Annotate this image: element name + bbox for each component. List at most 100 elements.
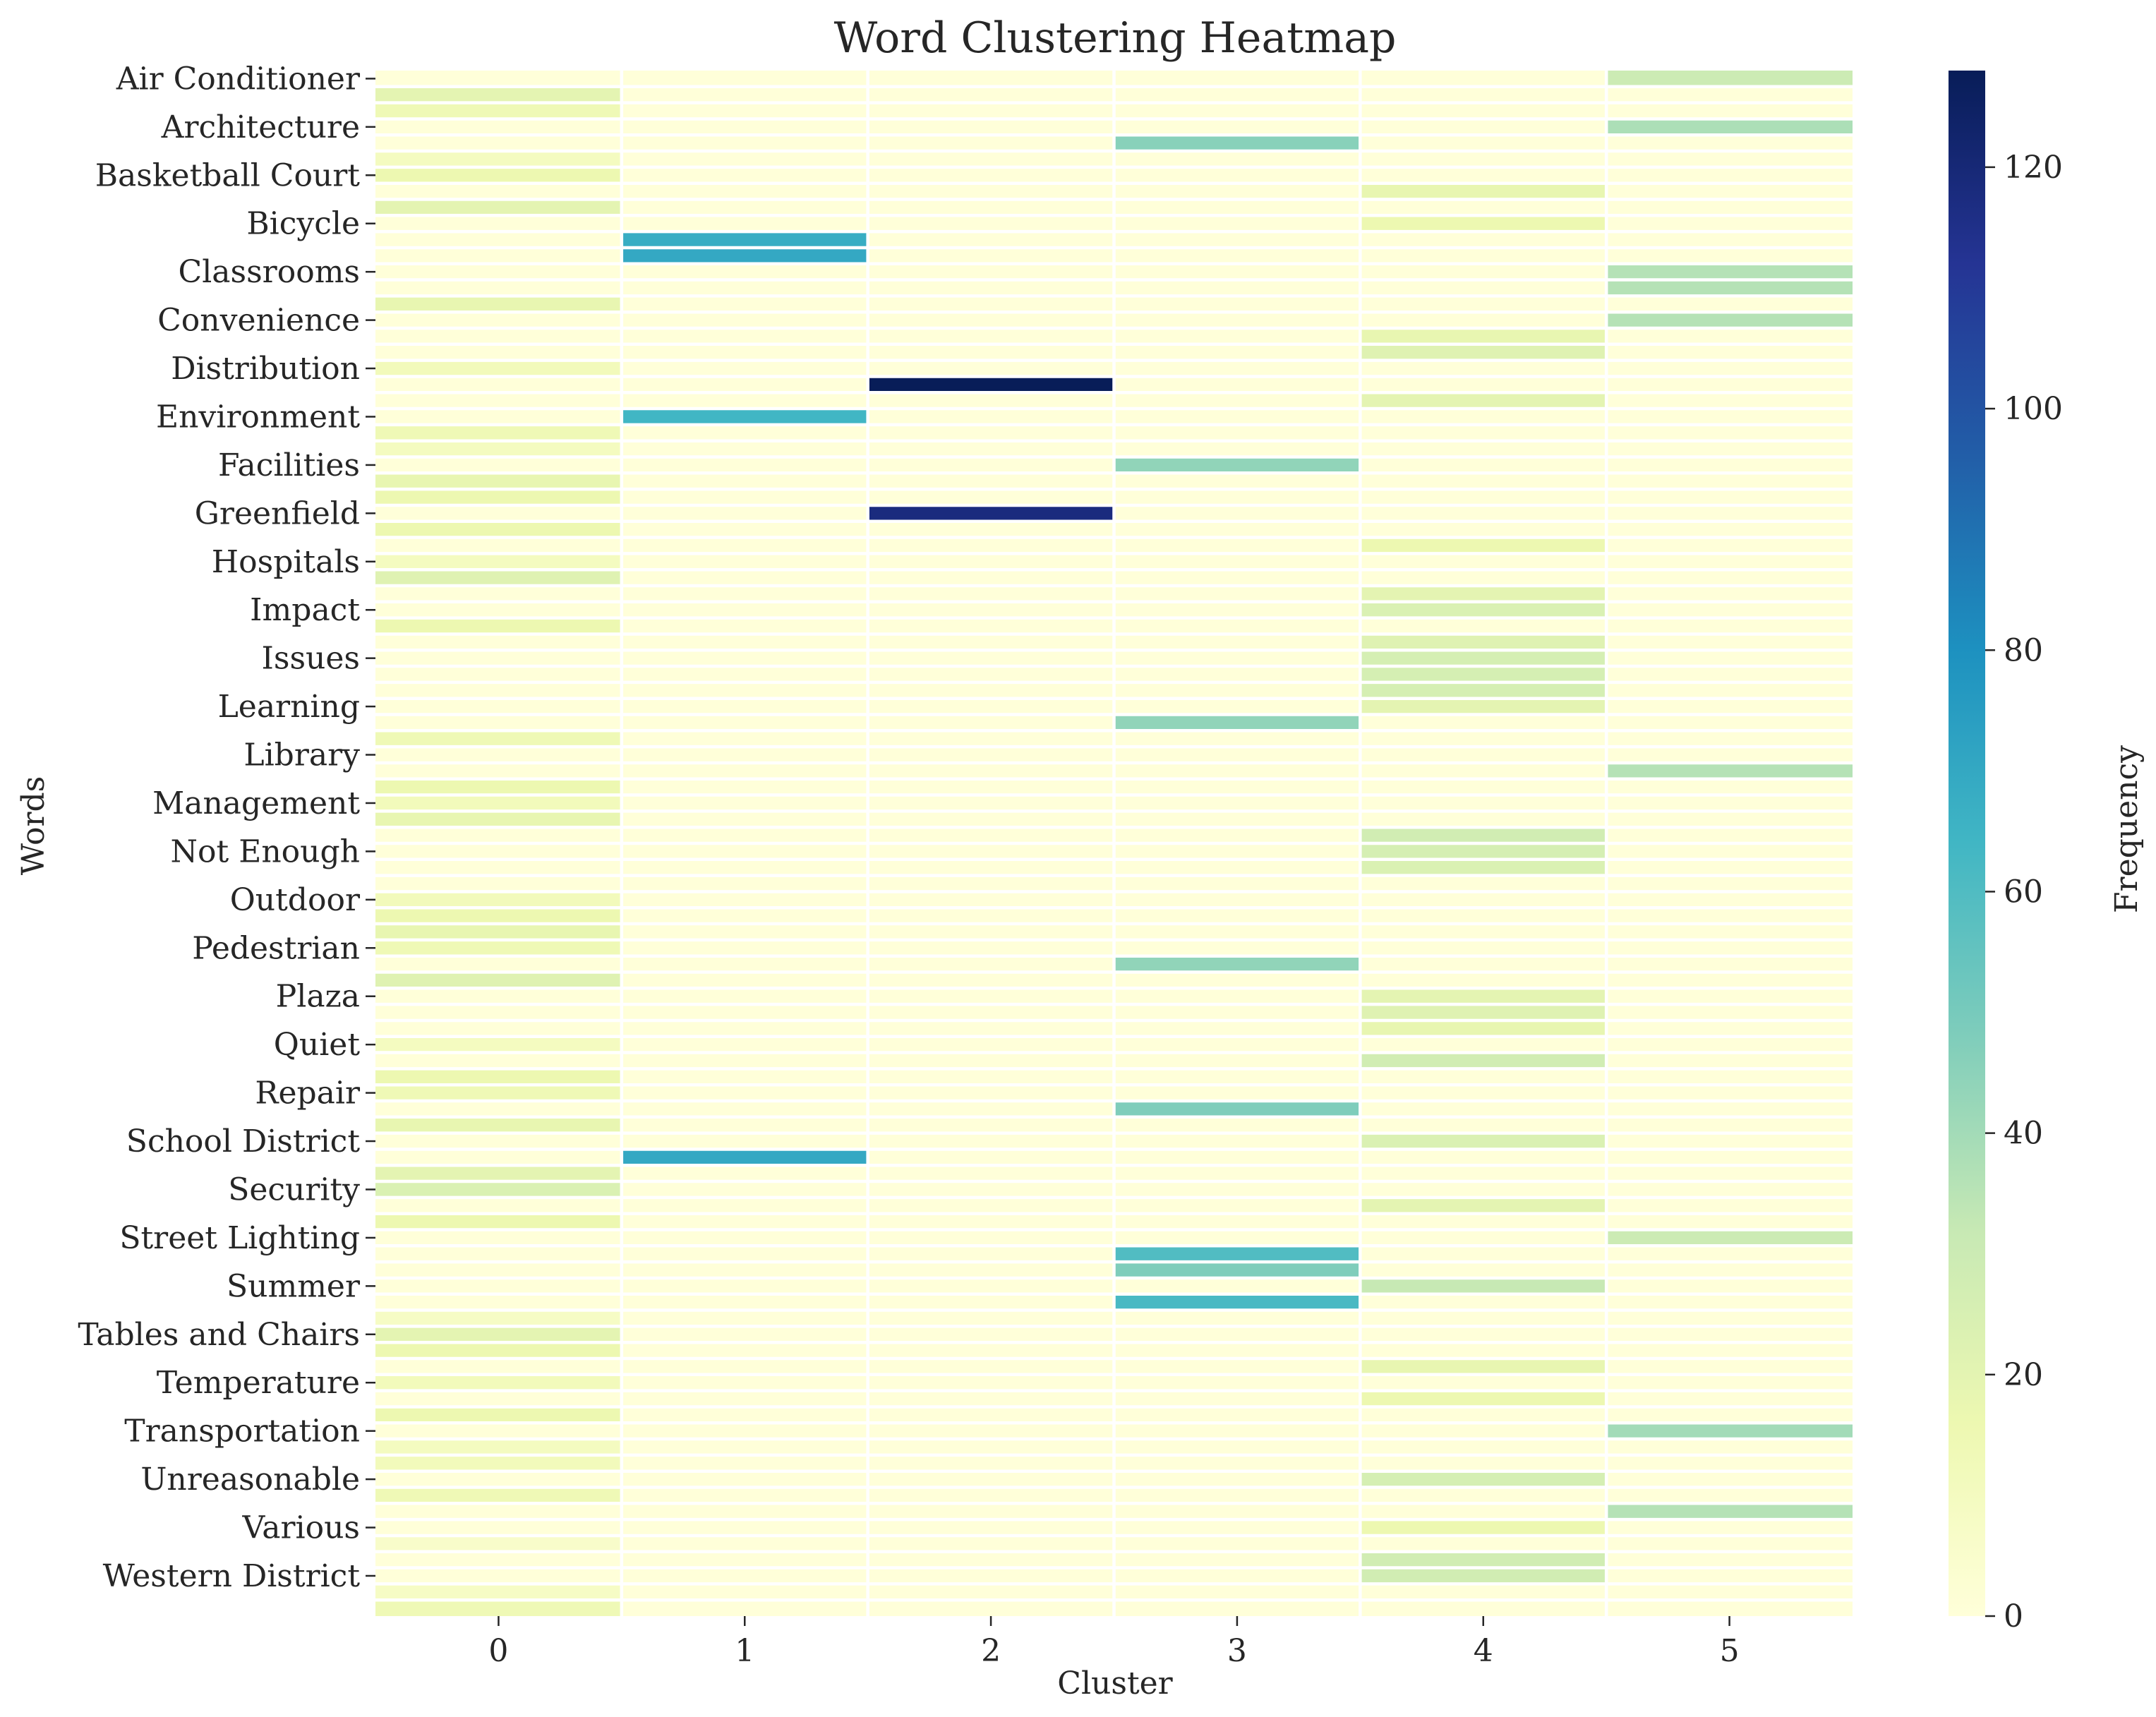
heatmap-cell (1114, 698, 1361, 715)
heatmap-cell (867, 505, 1114, 522)
colorbar-label: Frequency (2109, 745, 2145, 913)
heatmap-cell (375, 1165, 622, 1182)
heatmap-cell (867, 376, 1114, 393)
heatmap-cell (1114, 988, 1361, 1005)
heatmap-cell (867, 1358, 1114, 1375)
heatmap-cell (1606, 1036, 1853, 1053)
heatmap-cell (1114, 1052, 1361, 1069)
heatmap-cell (867, 1004, 1114, 1020)
heatmap-cell (1360, 263, 1607, 280)
heatmap-cell (1114, 1406, 1361, 1423)
heatmap-cell (1114, 553, 1361, 570)
heatmap-cell (1114, 1101, 1361, 1117)
heatmap-cell (375, 714, 622, 731)
heatmap-cell (1360, 1068, 1607, 1085)
heatmap-cell (621, 1326, 868, 1343)
heatmap-cell (621, 231, 868, 248)
heatmap-cell (1360, 908, 1607, 924)
heatmap-cell (1606, 247, 1853, 264)
y-tick-label: Basketball Court (95, 157, 361, 193)
heatmap-cell (867, 296, 1114, 313)
heatmap-cell (867, 924, 1114, 940)
heatmap-cell (375, 1101, 622, 1117)
heatmap-cell (867, 279, 1114, 296)
heatmap-cell (1606, 119, 1853, 135)
heatmap-cell (621, 537, 868, 554)
heatmap-cell (1360, 859, 1607, 876)
heatmap-cell (1360, 1390, 1607, 1407)
heatmap-cell (621, 71, 868, 87)
heatmap-cell (621, 762, 868, 779)
heatmap-cell (1360, 1358, 1607, 1375)
heatmap-cell (375, 376, 622, 393)
heatmap-cell (621, 151, 868, 167)
heatmap-cell (1606, 1197, 1853, 1214)
heatmap-cell (1114, 747, 1361, 763)
heatmap-cell (1360, 71, 1607, 87)
heatmap-cell (621, 778, 868, 795)
heatmap-cell (1114, 1600, 1361, 1616)
heatmap-cell (621, 1342, 868, 1358)
heatmap-cell (621, 1600, 868, 1616)
heatmap-cell (1360, 1197, 1607, 1214)
heatmap-cell (375, 360, 622, 377)
heatmap-cell (1360, 473, 1607, 490)
heatmap-cell (375, 1535, 622, 1552)
heatmap-cell (1606, 1149, 1853, 1166)
heatmap-cell (375, 521, 622, 538)
heatmap-cell (867, 1229, 1114, 1246)
heatmap-cell (867, 135, 1114, 152)
heatmap-cell (1360, 1181, 1607, 1198)
heatmap-cell (621, 1133, 868, 1150)
heatmap-cell (375, 457, 622, 474)
heatmap-cell (375, 1310, 622, 1327)
y-tick-label: Distribution (171, 351, 360, 387)
heatmap-cell (1114, 1358, 1361, 1375)
heatmap-cell (1360, 924, 1607, 940)
heatmap-cell (621, 1551, 868, 1568)
heatmap-cell (867, 875, 1114, 892)
heatmap-cell (1606, 859, 1853, 876)
heatmap-cell (867, 1471, 1114, 1488)
heatmap-cell (375, 537, 622, 554)
heatmap-cell (1114, 1423, 1361, 1440)
heatmap-cell (867, 730, 1114, 747)
heatmap-cell (375, 102, 622, 119)
y-tick-label: Transportation (124, 1414, 360, 1450)
heatmap-cell (1360, 682, 1607, 699)
heatmap-cell (621, 617, 868, 634)
heatmap-cell (375, 183, 622, 200)
heatmap-cell (1360, 151, 1607, 167)
heatmap-cell (1114, 392, 1361, 409)
heatmap-cell (1606, 296, 1853, 313)
heatmap-cell (1606, 682, 1853, 699)
x-tick-label: 0 (488, 1633, 508, 1669)
colorbar-tick-label: 0 (2004, 1598, 2023, 1634)
heatmap-cell (1606, 537, 1853, 554)
heatmap-cell (1360, 843, 1607, 860)
heatmap-cell (1360, 1310, 1607, 1327)
heatmap-cell (621, 747, 868, 763)
heatmap-cell (1360, 1326, 1607, 1343)
heatmap-cell (1360, 392, 1607, 409)
heatmap-cell (375, 650, 622, 667)
heatmap-cell (621, 1519, 868, 1536)
heatmap-cell (375, 1181, 622, 1198)
heatmap-cell (1606, 843, 1853, 860)
heatmap-cell (375, 972, 622, 989)
heatmap-cell (867, 1551, 1114, 1568)
heatmap-cell (621, 1503, 868, 1520)
heatmap-cell (1360, 795, 1607, 812)
heatmap-cell (375, 908, 622, 924)
heatmap-cell (1606, 714, 1853, 731)
heatmap-cell (621, 86, 868, 103)
y-tick-label: Quiet (274, 1027, 361, 1063)
heatmap-cell (1114, 586, 1361, 602)
heatmap-cell (1360, 199, 1607, 216)
heatmap-cell (1114, 859, 1361, 876)
heatmap-cell (867, 1101, 1114, 1117)
heatmap-cell (621, 666, 868, 682)
heatmap-cell (1606, 956, 1853, 972)
heatmap-cell (1360, 1406, 1607, 1423)
heatmap-cell (867, 1246, 1114, 1263)
